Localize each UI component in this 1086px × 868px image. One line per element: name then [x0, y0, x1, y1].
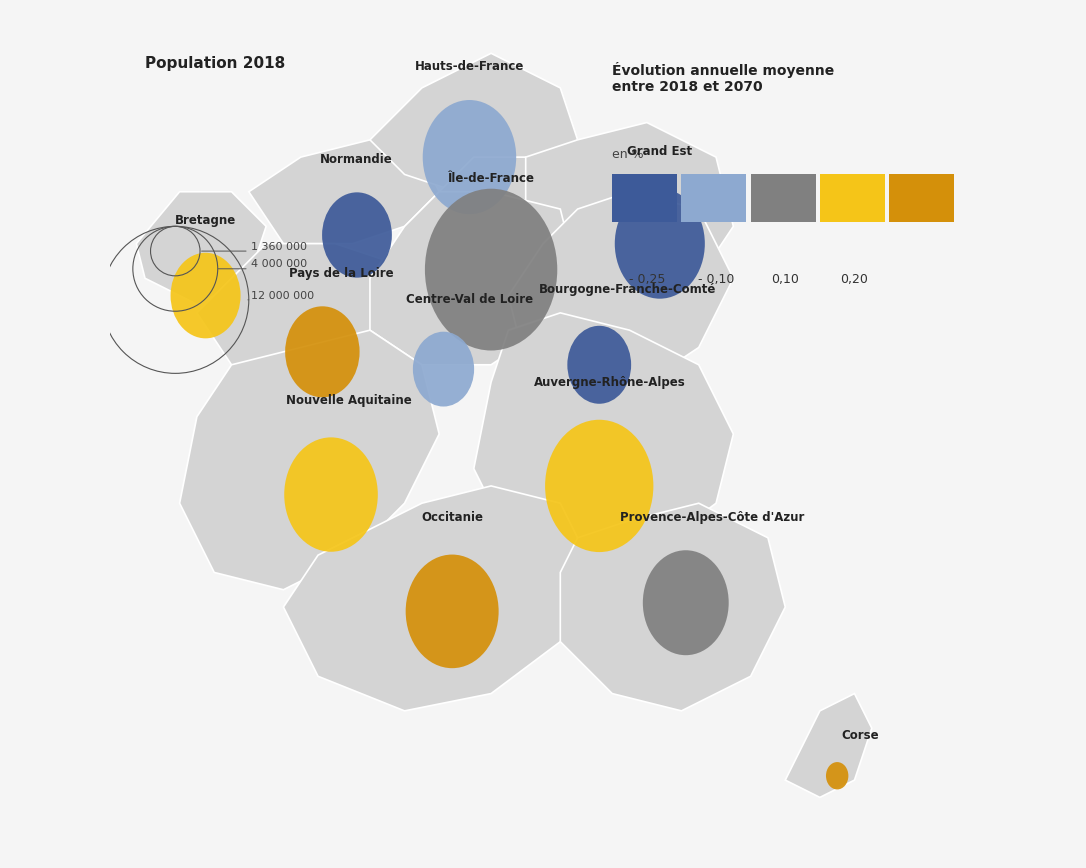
- Text: 4 000 000: 4 000 000: [252, 260, 307, 269]
- Ellipse shape: [285, 437, 378, 552]
- Ellipse shape: [826, 762, 848, 790]
- Text: Hauts-de-France: Hauts-de-France: [415, 60, 525, 73]
- Polygon shape: [473, 312, 733, 572]
- FancyBboxPatch shape: [889, 174, 954, 222]
- Polygon shape: [179, 330, 439, 589]
- Polygon shape: [421, 157, 560, 261]
- Ellipse shape: [545, 420, 654, 552]
- FancyBboxPatch shape: [613, 174, 677, 222]
- Polygon shape: [249, 140, 439, 244]
- Polygon shape: [526, 122, 733, 296]
- Text: Population 2018: Population 2018: [146, 56, 286, 70]
- FancyBboxPatch shape: [820, 174, 885, 222]
- Text: en %: en %: [613, 148, 644, 161]
- Text: - 0,10: - 0,10: [698, 273, 734, 286]
- Text: Bretagne: Bretagne: [175, 214, 236, 227]
- Text: Normandie: Normandie: [320, 153, 393, 166]
- Text: 0,10: 0,10: [771, 273, 799, 286]
- Ellipse shape: [615, 188, 705, 299]
- Polygon shape: [785, 694, 872, 798]
- Text: Corse: Corse: [842, 729, 880, 742]
- Ellipse shape: [413, 332, 475, 406]
- Text: Île-de-France: Île-de-France: [447, 172, 534, 185]
- Ellipse shape: [425, 188, 557, 351]
- Ellipse shape: [171, 253, 241, 339]
- Text: - 0,25: - 0,25: [629, 273, 665, 286]
- Ellipse shape: [643, 550, 729, 655]
- Text: Occitanie: Occitanie: [421, 511, 483, 524]
- Text: 0,20: 0,20: [841, 273, 869, 286]
- Text: Provence-Alpes-Côte d'Azur: Provence-Alpes-Côte d'Azur: [620, 510, 805, 523]
- Ellipse shape: [286, 306, 359, 398]
- FancyBboxPatch shape: [681, 174, 746, 222]
- Polygon shape: [283, 486, 595, 711]
- Polygon shape: [137, 192, 266, 304]
- Text: Auvergne-Rhône-Alpes: Auvergne-Rhône-Alpes: [534, 376, 686, 389]
- Polygon shape: [197, 244, 405, 382]
- Polygon shape: [560, 503, 785, 711]
- Polygon shape: [508, 192, 733, 399]
- Ellipse shape: [567, 326, 631, 404]
- Text: Évolution annuelle moyenne
entre 2018 et 2070: Évolution annuelle moyenne entre 2018 et…: [613, 62, 834, 94]
- FancyBboxPatch shape: [750, 174, 816, 222]
- Text: Nouvelle Aquitaine: Nouvelle Aquitaine: [287, 394, 412, 407]
- Ellipse shape: [406, 555, 498, 668]
- Text: 1 360 000: 1 360 000: [252, 242, 307, 252]
- Text: Bourgogne-Franche-Comté: Bourgogne-Franche-Comté: [540, 283, 717, 296]
- Ellipse shape: [323, 193, 392, 278]
- Ellipse shape: [422, 100, 516, 214]
- Text: 12 000 000: 12 000 000: [252, 291, 315, 300]
- Text: Pays de la Loire: Pays de la Loire: [289, 267, 394, 280]
- Text: Grand Est: Grand Est: [628, 146, 693, 159]
- Polygon shape: [370, 192, 578, 365]
- Polygon shape: [370, 53, 578, 192]
- Text: Centre-Val de Loire: Centre-Val de Loire: [405, 293, 533, 306]
